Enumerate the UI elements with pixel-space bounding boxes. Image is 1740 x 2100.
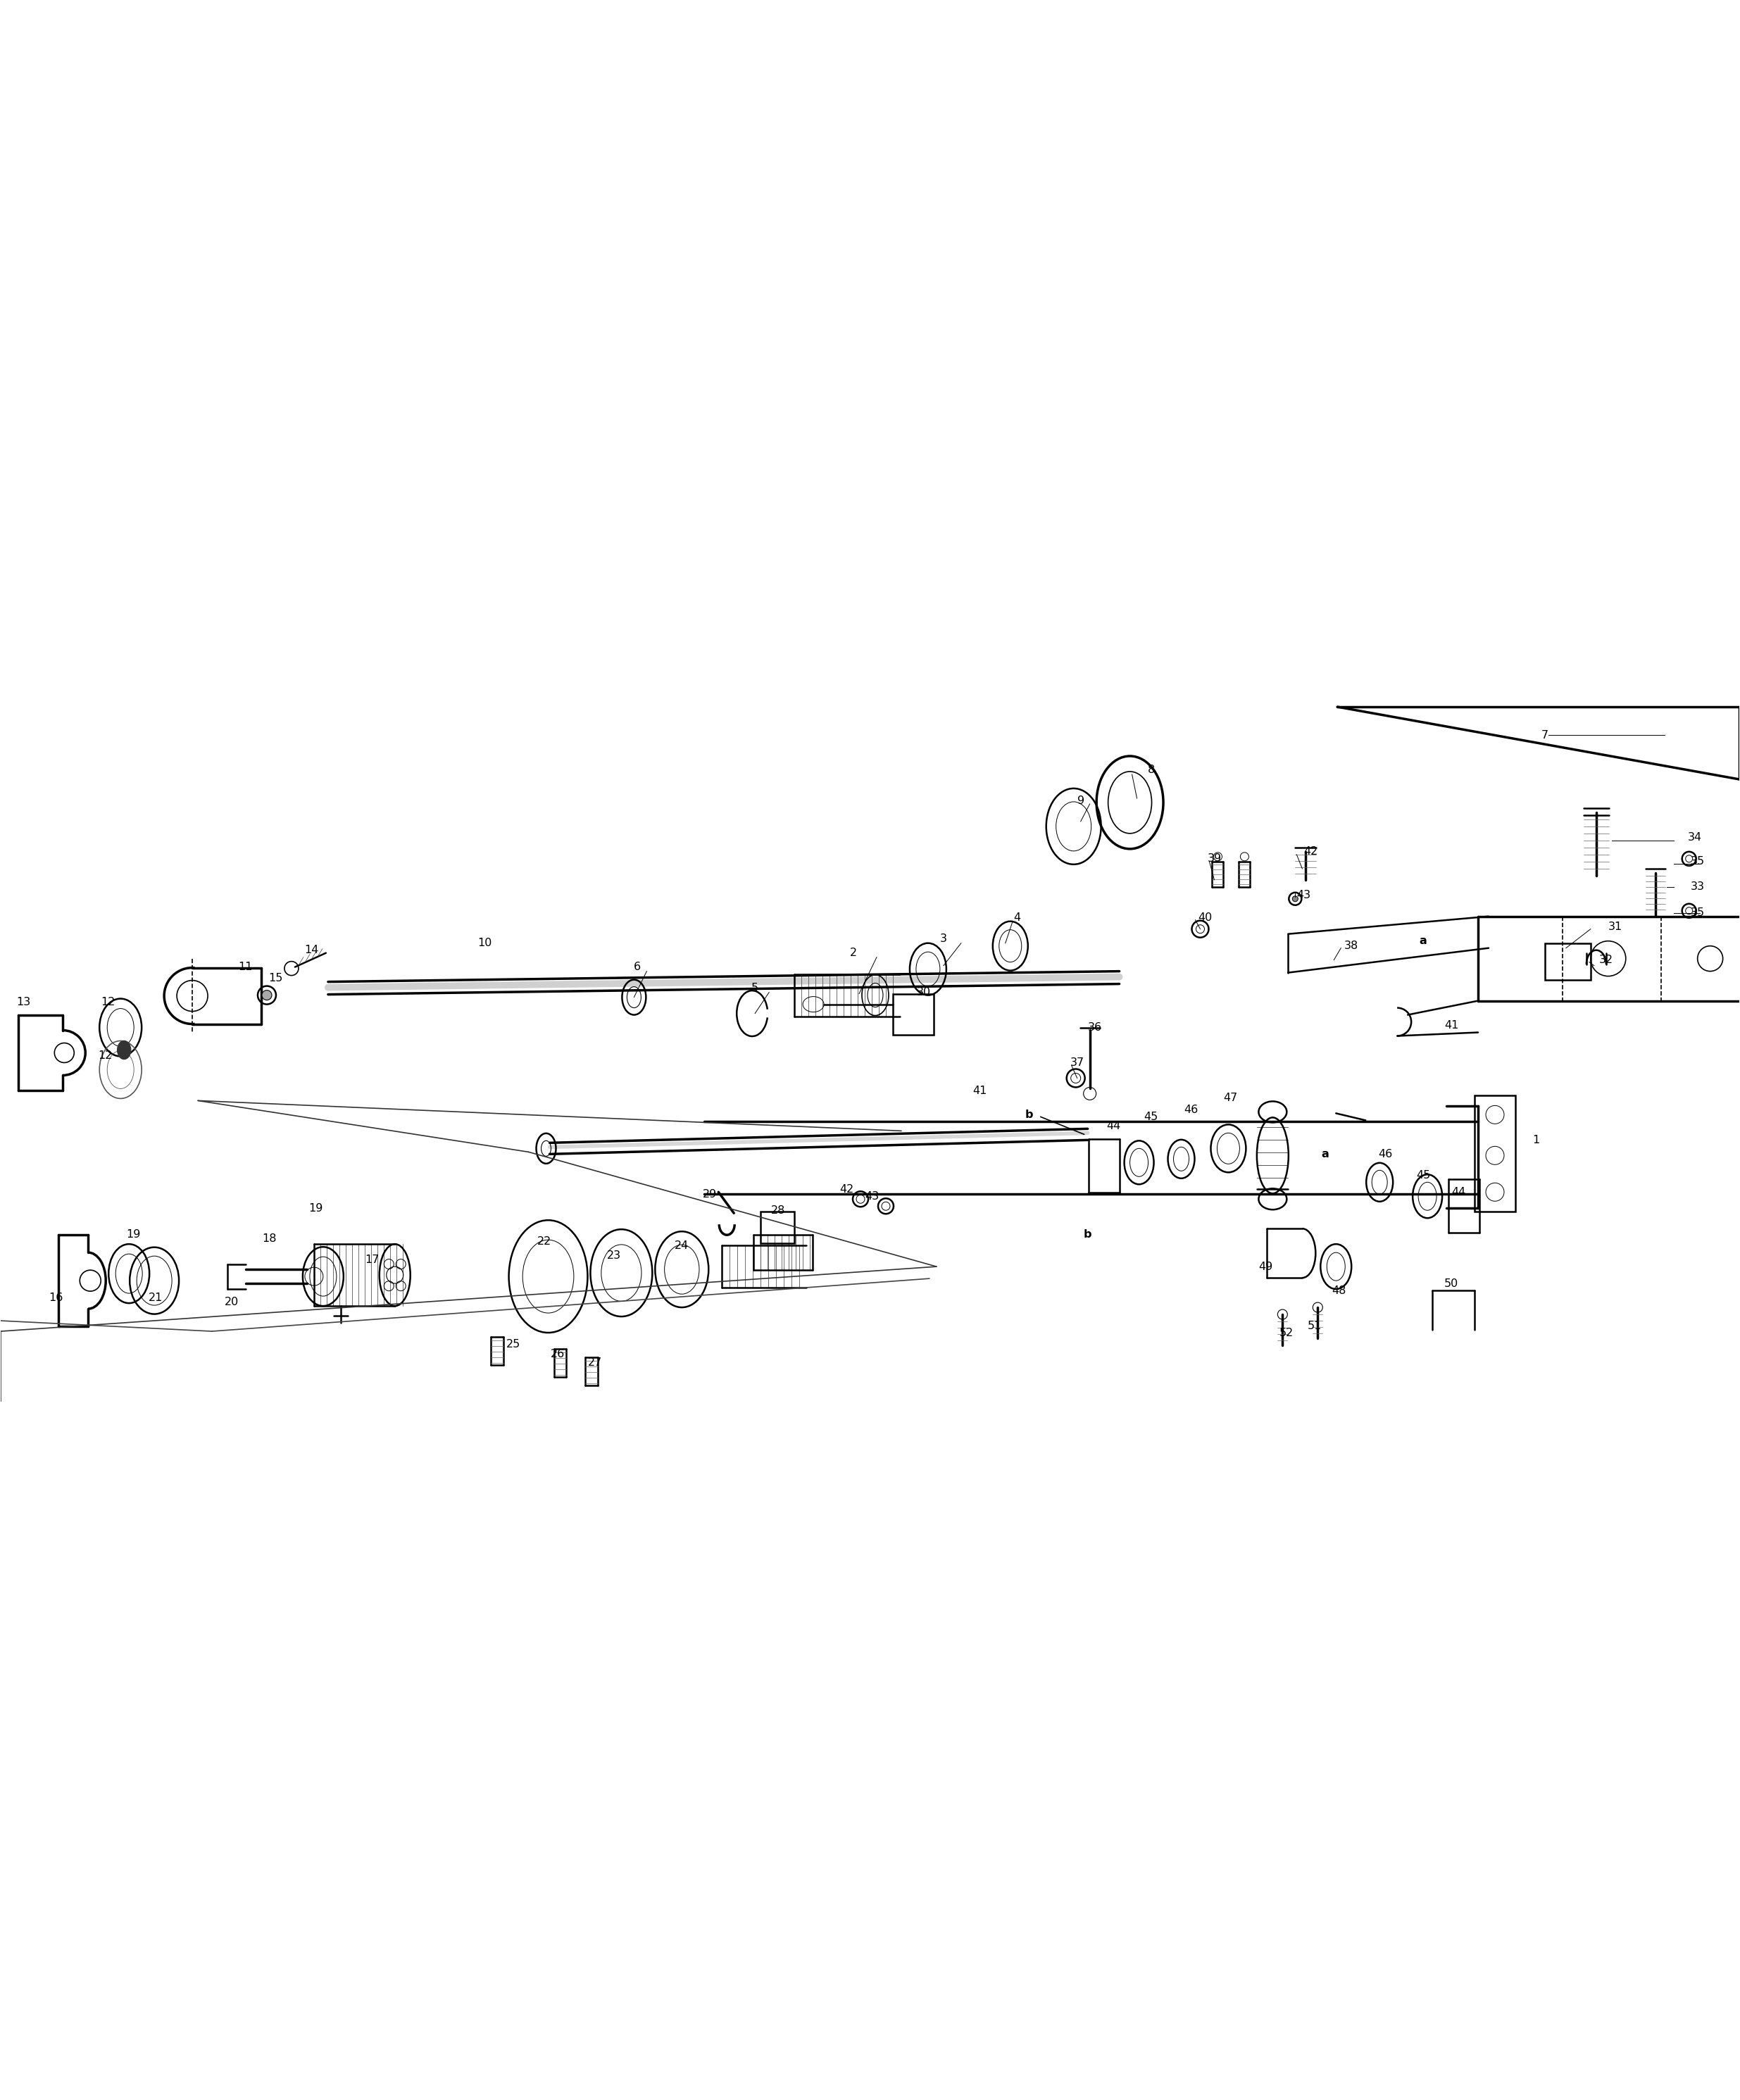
- Text: 30: 30: [917, 987, 931, 997]
- Bar: [1474, 1096, 1516, 1212]
- Text: 18: 18: [263, 1233, 277, 1243]
- Text: 42: 42: [839, 1184, 854, 1195]
- Bar: [760, 1212, 795, 1243]
- Text: 2: 2: [849, 947, 858, 958]
- Text: 1: 1: [1533, 1134, 1540, 1144]
- Text: 36: 36: [1088, 1023, 1101, 1033]
- Text: 15: 15: [268, 972, 282, 983]
- Text: 52: 52: [1279, 1327, 1295, 1338]
- Text: 45: 45: [1416, 1170, 1430, 1180]
- Text: 4: 4: [1014, 914, 1021, 924]
- Bar: [893, 993, 934, 1035]
- Circle shape: [263, 991, 271, 1000]
- Text: 35: 35: [1691, 907, 1705, 918]
- Ellipse shape: [118, 1042, 130, 1058]
- Text: 17: 17: [365, 1254, 379, 1264]
- Text: 25: 25: [506, 1338, 520, 1348]
- Text: 10: 10: [479, 939, 492, 949]
- Text: 13: 13: [16, 997, 31, 1008]
- Text: 9: 9: [1077, 796, 1084, 806]
- Text: 8: 8: [1147, 764, 1155, 775]
- Bar: [1545, 943, 1590, 981]
- Text: 6: 6: [633, 962, 640, 972]
- Text: 28: 28: [771, 1205, 785, 1216]
- Text: 26: 26: [552, 1348, 566, 1359]
- Circle shape: [1293, 897, 1298, 901]
- Text: 11: 11: [238, 962, 252, 972]
- Text: 40: 40: [1199, 914, 1213, 924]
- Text: 32: 32: [1599, 956, 1613, 966]
- Text: 35: 35: [1691, 857, 1705, 867]
- Text: 19: 19: [310, 1203, 324, 1214]
- Text: 51: 51: [1308, 1321, 1322, 1331]
- Text: b: b: [1084, 1228, 1091, 1239]
- Text: 38: 38: [1345, 941, 1359, 951]
- Text: 3: 3: [940, 934, 947, 945]
- Text: 49: 49: [1258, 1262, 1272, 1273]
- Text: 39: 39: [1208, 853, 1221, 863]
- Text: 24: 24: [675, 1241, 689, 1252]
- Text: 21: 21: [148, 1292, 164, 1302]
- Text: 46: 46: [1183, 1105, 1199, 1115]
- Text: 16: 16: [49, 1292, 63, 1302]
- Text: 31: 31: [1608, 922, 1622, 932]
- Text: 42: 42: [1303, 846, 1317, 857]
- Text: 44: 44: [1451, 1186, 1465, 1197]
- Text: 5: 5: [752, 983, 759, 993]
- Text: 33: 33: [1691, 882, 1705, 892]
- Text: 43: 43: [1296, 890, 1310, 901]
- Text: 41: 41: [973, 1086, 987, 1096]
- Text: 12: 12: [101, 997, 115, 1008]
- Text: a: a: [1321, 1149, 1329, 1159]
- Text: 22: 22: [538, 1237, 552, 1247]
- Text: 20: 20: [224, 1296, 238, 1306]
- Text: 37: 37: [1070, 1058, 1084, 1069]
- Text: 48: 48: [1331, 1285, 1347, 1296]
- Text: 7: 7: [1542, 729, 1549, 739]
- Text: 27: 27: [588, 1357, 602, 1369]
- Text: 43: 43: [865, 1191, 879, 1201]
- Text: 47: 47: [1223, 1092, 1237, 1102]
- Text: 19: 19: [125, 1228, 141, 1239]
- Text: 12: 12: [97, 1050, 113, 1060]
- Text: 50: 50: [1444, 1279, 1458, 1289]
- Text: 44: 44: [1107, 1121, 1121, 1132]
- Text: 45: 45: [1143, 1111, 1159, 1121]
- Text: b: b: [1025, 1109, 1034, 1119]
- Text: 29: 29: [703, 1189, 717, 1199]
- Text: 23: 23: [607, 1250, 621, 1260]
- Text: 14: 14: [304, 945, 318, 956]
- Text: 34: 34: [1688, 832, 1702, 842]
- Text: a: a: [1420, 937, 1427, 947]
- Text: 46: 46: [1378, 1149, 1392, 1159]
- Text: 41: 41: [1444, 1021, 1458, 1031]
